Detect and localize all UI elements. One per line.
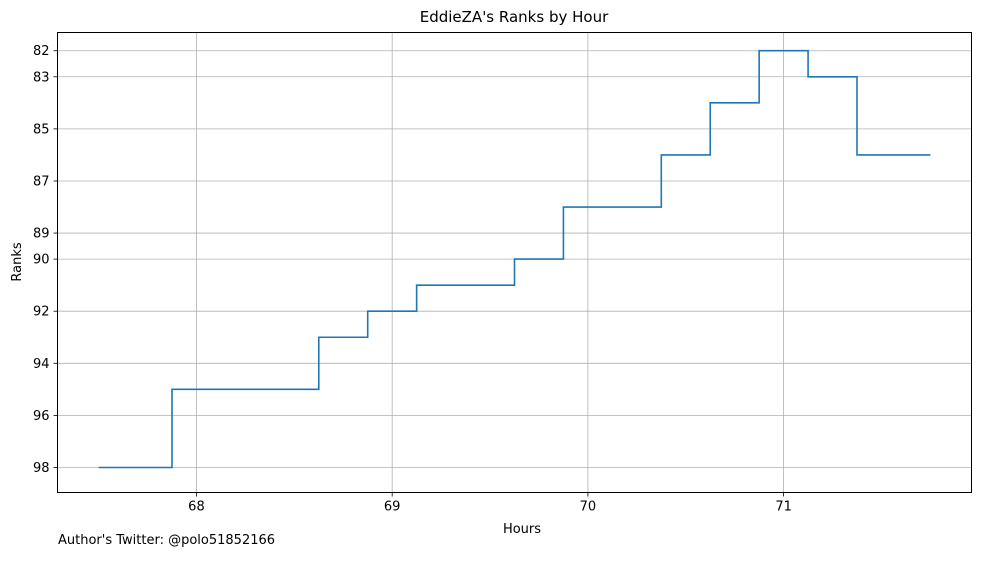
x-axis-label: Hours [503, 522, 541, 537]
x-tick-label: 71 [775, 500, 792, 515]
author-footnote: Author's Twitter: @polo51852166 [58, 533, 276, 548]
x-tick-label: 69 [384, 500, 401, 515]
plot-area-frame [57, 32, 972, 493]
y-axis-label: Ranks [10, 242, 25, 281]
rank-step-line [98, 49, 931, 469]
y-tick-label: 96 [33, 409, 50, 424]
y-tick-label: 82 [33, 44, 50, 59]
y-tick-label: 87 [33, 174, 50, 189]
y-tick-label: 85 [33, 122, 50, 137]
y-tick-label: 94 [33, 357, 50, 372]
y-tick-label: 90 [33, 253, 50, 268]
y-tick-label: 83 [33, 70, 50, 85]
grid-lines [57, 32, 972, 493]
axis-ticks: 68 69 70 71 82 83 85 87 89 90 92 94 96 98 [33, 44, 792, 514]
x-tick-label: 70 [580, 500, 597, 515]
y-tick-label: 89 [33, 227, 50, 242]
y-tick-label: 98 [33, 461, 50, 476]
chart-title: EddieZA's Ranks by Hour [420, 8, 609, 26]
y-tick-label: 92 [33, 305, 50, 320]
x-tick-label: 68 [188, 500, 205, 515]
